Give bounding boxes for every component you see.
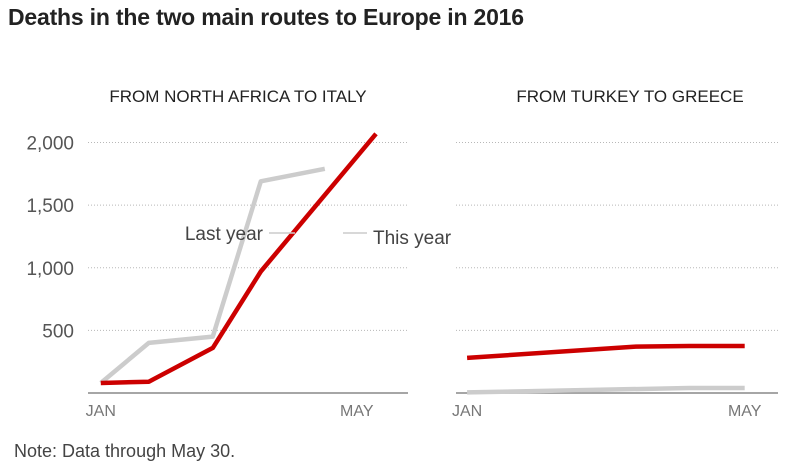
chart-note: Note: Data through May 30.	[14, 441, 236, 461]
y-tick-label: 1,000	[26, 259, 74, 280]
series-line-this-year-italy	[100, 132, 378, 386]
y-tick-label: 1,500	[26, 196, 74, 217]
panel-title: FROM TURKEY TO GREECE	[516, 87, 743, 106]
panel-title: FROM NORTH AFRICA TO ITALY	[109, 87, 366, 106]
series-label-last-year: Last year	[185, 224, 264, 245]
y-tick-label: 500	[42, 321, 74, 342]
x-tick-label: JAN	[452, 403, 482, 420]
x-tick-label: MAY	[340, 403, 374, 420]
chart-title: Deaths in the two main routes to Europe …	[8, 4, 524, 30]
x-tick-label: JAN	[86, 403, 116, 420]
series-line-this-year-greece	[466, 343, 745, 361]
series-label-this-year: This year	[373, 228, 452, 249]
x-tick-label: MAY	[728, 403, 762, 420]
y-tick-label: 2,000	[26, 134, 74, 155]
series-line-last-year-italy	[99, 166, 326, 385]
series-line-last-year-greece	[467, 385, 745, 395]
